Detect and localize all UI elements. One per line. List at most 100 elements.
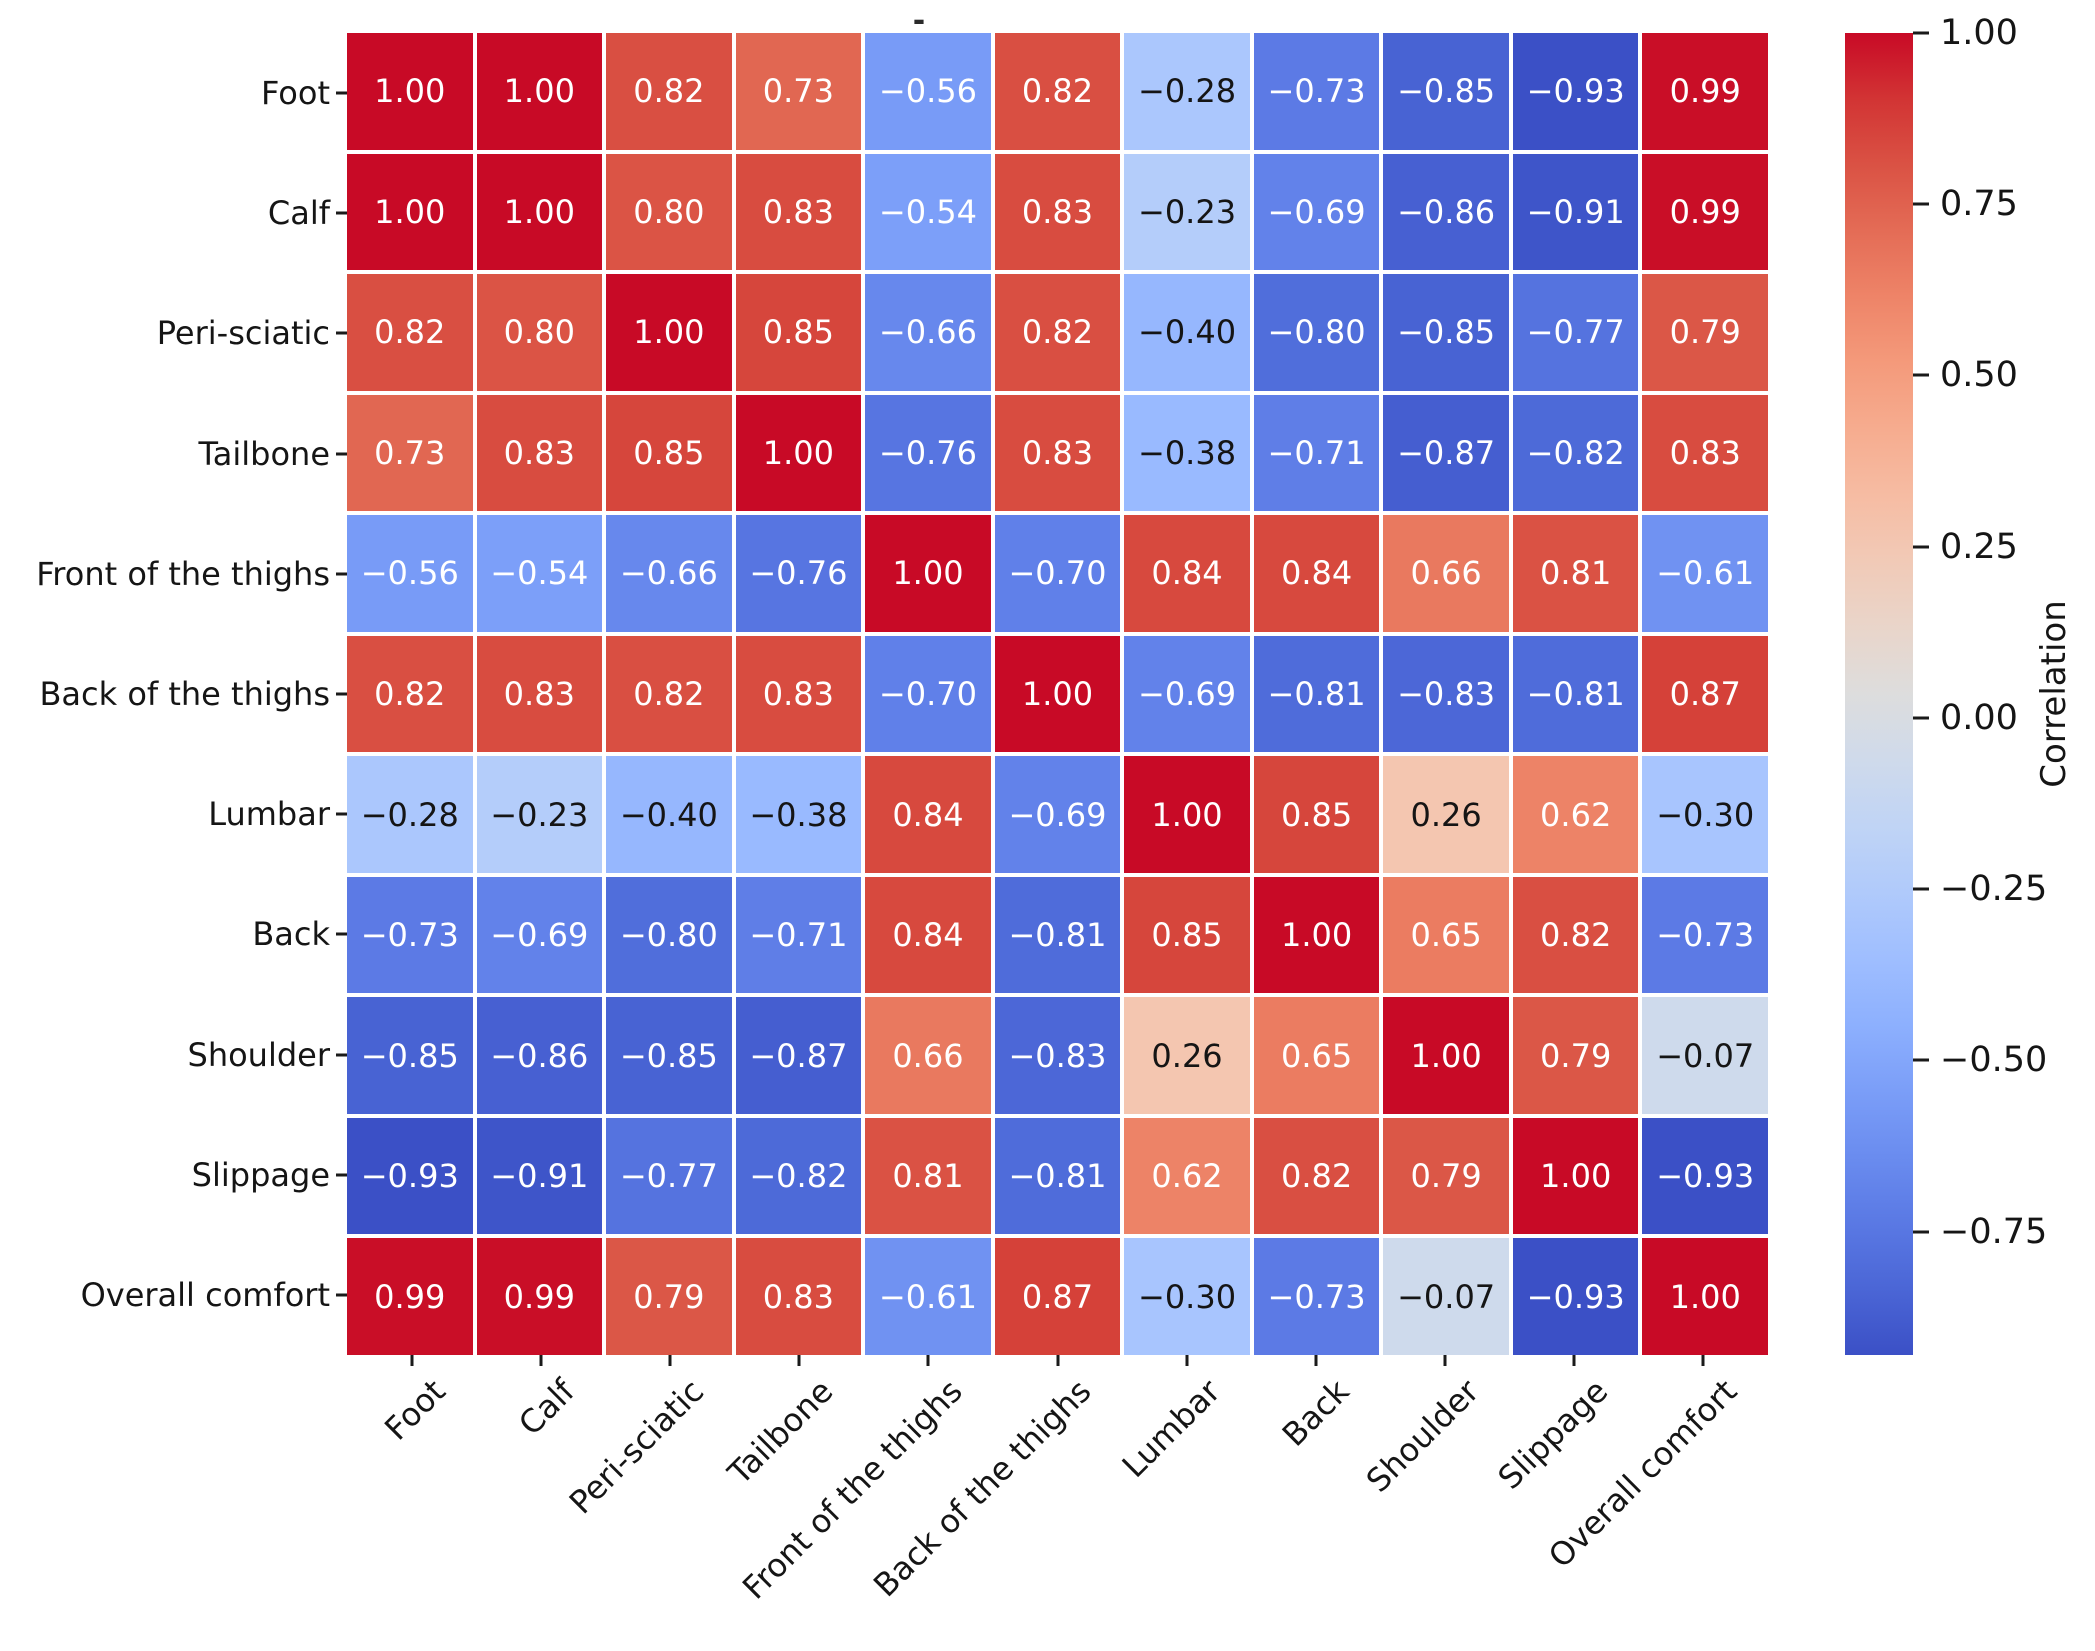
y-axis-label: Calf: [267, 194, 330, 233]
y-tick-mark: [336, 1173, 347, 1177]
heatmap-grid: 1.00 1.00 0.82 0.73 −0.56 0.82 −0.28 −0.73 −0.85…: [347, 33, 1768, 1355]
heatmap-cell: 1.00: [476, 153, 603, 271]
colorbar-tick-label: −0.50: [1940, 1040, 2048, 1081]
heatmap-cell: 0.73: [735, 33, 862, 150]
heatmap-cell: 0.79: [1383, 1117, 1509, 1235]
y-tick-mark: [336, 1053, 347, 1057]
heatmap-cell: 0.84: [865, 756, 991, 873]
heatmap-cell: −0.54: [865, 153, 991, 271]
heatmap-cell: −0.85: [1383, 274, 1509, 391]
heatmap-cell: 1.00: [994, 635, 1121, 753]
heatmap-cell: −0.71: [735, 876, 862, 994]
heatmap-cell: −0.82: [1512, 394, 1639, 512]
y-axis-label: Back: [252, 915, 330, 954]
y-axis-label: Front of the thighs: [36, 554, 330, 593]
heatmap-cell: −0.38: [1124, 394, 1250, 512]
heatmap-cell: 0.65: [1253, 997, 1380, 1114]
heatmap-cell: 0.66: [1383, 515, 1509, 632]
colorbar-tick-label: 1.00: [1940, 13, 2018, 53]
heatmap-cell: 0.99: [476, 1238, 603, 1355]
heatmap-cell: −0.40: [1124, 274, 1250, 391]
colorbar-gradient: [1845, 33, 1913, 1355]
x-axis-label: Tailbone: [720, 1372, 841, 1492]
x-axis-label: Lumbar: [1114, 1372, 1228, 1485]
heatmap-cell: −0.87: [1383, 394, 1509, 512]
x-axis-label: Front of the thighs: [734, 1372, 970, 1607]
heatmap-cell: 0.83: [735, 635, 862, 753]
x-tick-mark: [668, 1355, 672, 1366]
heatmap-cell: 0.73: [347, 394, 473, 512]
colorbar-tick-label: 0.00: [1940, 697, 2018, 738]
heatmap-cell: −0.76: [735, 515, 862, 632]
heatmap-cell: 1.00: [606, 274, 732, 391]
x-tick-mark: [1314, 1355, 1318, 1366]
y-axis-label: Back of the thighs: [39, 675, 330, 713]
y-tick-mark: [336, 1293, 347, 1297]
y-tick-mark: [336, 331, 347, 335]
x-tick-mark: [539, 1355, 543, 1366]
heatmap-cell: 0.83: [994, 153, 1121, 271]
heatmap-cell: 1.00: [1253, 876, 1380, 994]
heatmap-cell: 1.00: [347, 33, 473, 150]
heatmap-cell: 0.85: [606, 394, 732, 512]
heatmap-cell: 0.79: [606, 1238, 732, 1355]
heatmap-cell: 0.99: [1642, 153, 1768, 271]
heatmap-cell: 0.26: [1383, 756, 1509, 873]
heatmap-cell: −0.73: [1253, 33, 1380, 150]
colorbar-tick-mark: [1913, 373, 1929, 377]
heatmap-cell: −0.30: [1124, 1238, 1250, 1355]
x-tick-mark: [797, 1355, 801, 1366]
heatmap-cell: 0.83: [994, 394, 1121, 512]
colorbar-tick-label: 0.25: [1940, 526, 2018, 567]
heatmap-cell: 0.84: [1124, 515, 1250, 632]
heatmap-cell: −0.07: [1383, 1238, 1509, 1355]
heatmap-cell: −0.93: [1642, 1117, 1768, 1235]
heatmap-cell: 0.99: [347, 1238, 473, 1355]
y-tick-mark: [336, 932, 347, 936]
colorbar-tick-mark: [1913, 1058, 1929, 1062]
y-tick-mark: [336, 452, 347, 456]
y-tick-mark: [336, 572, 347, 576]
y-axis-label: Overall comfort: [80, 1275, 330, 1314]
figure-title: -: [912, 3, 926, 39]
heatmap-cell: −0.56: [865, 33, 991, 150]
heatmap-cell: 0.82: [347, 274, 473, 391]
heatmap-cell: 0.82: [994, 274, 1121, 391]
x-axis-label: Slippage: [1490, 1372, 1616, 1497]
heatmap-cell: 0.83: [476, 394, 603, 512]
y-axis-label: Tailbone: [198, 434, 331, 473]
heatmap-cell: −0.07: [1642, 997, 1768, 1114]
heatmap-cell: −0.69: [1253, 153, 1380, 271]
heatmap-cell: 0.87: [1642, 635, 1768, 753]
heatmap-cell: −0.54: [476, 515, 603, 632]
heatmap-cell: 0.66: [865, 997, 991, 1114]
x-axis-label: Back of the thighs: [866, 1372, 1099, 1605]
heatmap-cell: 0.65: [1383, 876, 1509, 994]
heatmap-cell: −0.69: [1124, 635, 1250, 753]
heatmap-cell: −0.81: [994, 1117, 1121, 1235]
heatmap-cell: −0.91: [476, 1117, 603, 1235]
heatmap-cell: −0.73: [1642, 876, 1768, 994]
heatmap-cell: −0.56: [347, 515, 473, 632]
heatmap-cell: −0.30: [1642, 756, 1768, 873]
heatmap-cell: 0.85: [1253, 756, 1380, 873]
heatmap-cell: −0.66: [606, 515, 732, 632]
heatmap-cell: 1.00: [865, 515, 991, 632]
heatmap-cell: 0.87: [994, 1238, 1121, 1355]
heatmap-cell: −0.85: [1383, 33, 1509, 150]
y-tick-mark: [336, 812, 347, 816]
x-tick-mark: [410, 1355, 414, 1366]
colorbar-tick-label: 0.50: [1940, 355, 2018, 396]
heatmap-cell: 0.79: [1642, 274, 1768, 391]
heatmap-cell: 0.79: [1512, 997, 1639, 1114]
heatmap-cell: 0.82: [347, 635, 473, 753]
heatmap-cell: 0.26: [1124, 997, 1250, 1114]
y-tick-mark: [336, 91, 347, 95]
heatmap-cell: −0.85: [606, 997, 732, 1114]
heatmap-cell: −0.66: [865, 274, 991, 391]
heatmap-cell: 0.82: [1512, 876, 1639, 994]
y-axis-label: Peri-sciatic: [156, 314, 330, 353]
x-axis-label: Foot: [376, 1372, 453, 1448]
x-tick-mark: [1185, 1355, 1189, 1366]
heatmap-cell: 0.84: [1253, 515, 1380, 632]
